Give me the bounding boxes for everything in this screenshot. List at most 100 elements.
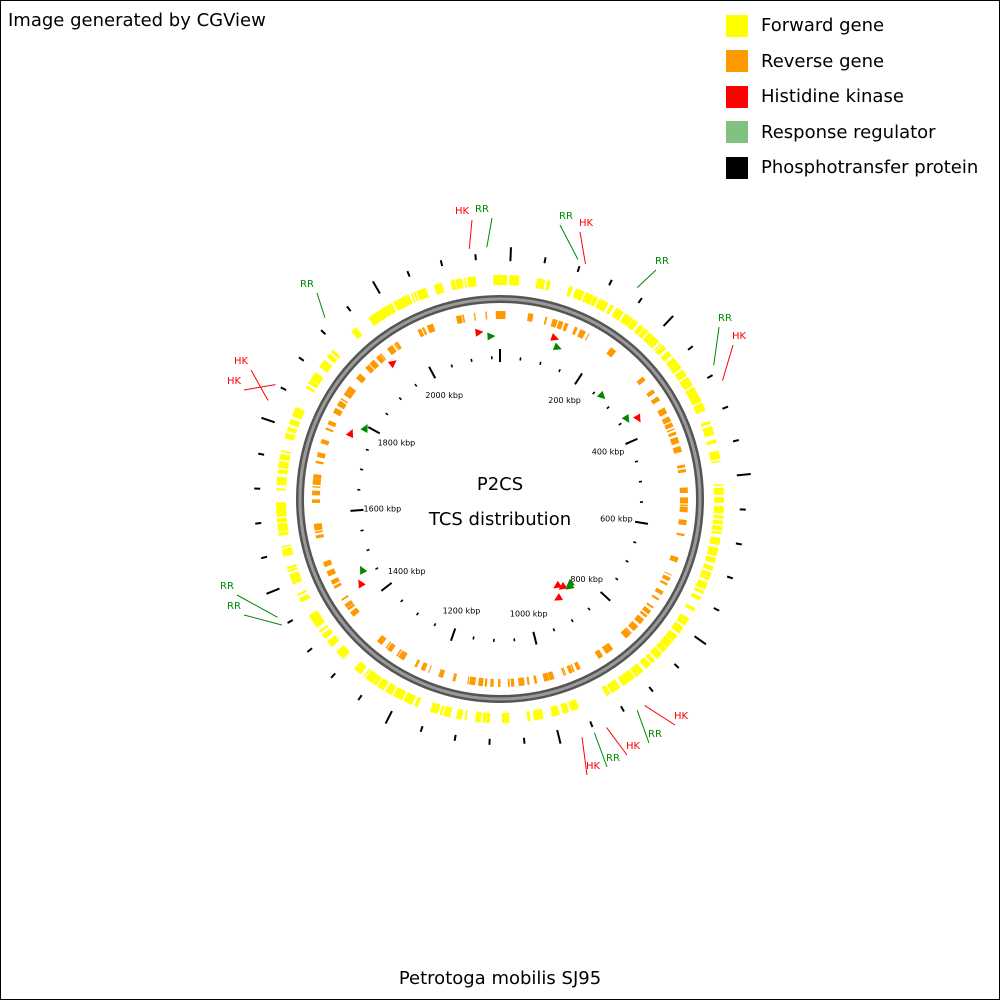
tcs-marker-track: [345, 328, 641, 601]
forward-gene-segment: [679, 376, 693, 391]
forward-gene-segment: [455, 278, 464, 290]
forward-gene-segment: [582, 292, 594, 305]
forward-gene-segment: [572, 288, 585, 301]
forward-gene-segment: [659, 635, 673, 649]
forward-gene-segment: [642, 332, 657, 346]
forward-gene-segment: [439, 705, 445, 716]
reverse-gene-segment: [455, 315, 463, 325]
forward-gene-segment: [336, 644, 351, 659]
reverse-gene-segment: [394, 341, 402, 350]
reverse-gene-segment: [333, 582, 342, 589]
forward-gene-segment: [330, 349, 341, 359]
scale-minor-tick: [634, 460, 639, 463]
callout-label-rr: RR: [559, 211, 573, 222]
forward-gene-segment: [277, 469, 288, 475]
legend-item-histidine-kinase: Histidine kinase: [726, 79, 978, 115]
reverse-gene-track: [312, 310, 689, 687]
reverse-gene-segment: [312, 478, 322, 486]
forward-gene-segment: [365, 670, 379, 684]
forward-gene-segment: [286, 564, 297, 570]
legend-swatch-forward-gene: [726, 14, 748, 37]
legend-item-forward-gene: Forward gene: [726, 8, 978, 44]
callout-label-hk: HK: [234, 356, 249, 367]
response-regulator-marker: [621, 414, 630, 423]
reverse-gene-segment: [399, 651, 408, 661]
forward-gene-segment: [433, 282, 445, 295]
forward-gene-segment: [400, 294, 413, 308]
forward-gene-segment: [368, 313, 381, 327]
reverse-gene-segment: [398, 650, 404, 658]
scale-minor-tick: [400, 599, 404, 603]
forward-gene-segment: [545, 280, 551, 291]
outer-marker: [280, 386, 287, 392]
reverse-gene-segment: [327, 420, 337, 428]
outer-marker: [662, 315, 674, 327]
reverse-gene-segment: [556, 320, 564, 330]
callout-line: [722, 344, 734, 381]
scale-minor-tick: [415, 612, 420, 616]
reverse-gene-segment: [417, 328, 425, 338]
forward-gene-segment: [535, 278, 546, 290]
reverse-gene-segment: [666, 428, 675, 433]
forward-gene-segment: [704, 555, 717, 564]
forward-gene-segment: [638, 328, 649, 339]
scale-major-tick: [380, 582, 393, 592]
forward-gene-segment: [385, 682, 397, 696]
forward-gene-segment: [550, 705, 561, 717]
reverse-gene-segment: [421, 327, 428, 336]
forward-gene-segment: [377, 677, 389, 691]
callout-label-rr: RR: [606, 753, 620, 764]
reverse-gene-segment: [386, 345, 397, 356]
forward-gene-segment: [308, 379, 319, 389]
scale-major-tick: [634, 520, 649, 525]
forward-gene-segment: [695, 578, 708, 590]
callout-line: [559, 224, 579, 260]
forward-gene-segment: [560, 702, 570, 714]
forward-gene-segment: [351, 327, 363, 340]
reverse-gene-segment: [347, 603, 356, 611]
response-regulator-marker: [565, 581, 575, 590]
reverse-gene-segment: [518, 677, 525, 687]
forward-gene-segment: [416, 287, 429, 301]
forward-gene-segment: [706, 439, 717, 446]
legend-swatch-reverse-gene: [726, 50, 748, 73]
reverse-gene-segment: [570, 664, 575, 673]
forward-gene-segment: [649, 338, 660, 349]
outer-marker: [419, 725, 424, 733]
reverse-gene-segment: [577, 329, 586, 339]
forward-gene-segment: [700, 420, 711, 428]
outer-marker: [320, 329, 327, 336]
callout-line: [316, 292, 326, 318]
legend-label-reverse-gene: Reverse gene: [761, 50, 885, 72]
scale-minor-tick: [359, 468, 364, 471]
scale-tick-label: 800 kbp: [570, 575, 603, 584]
callout-label-hk: HK: [674, 711, 689, 722]
scale-minor-tick: [552, 628, 556, 632]
center-title: P2CS: [477, 474, 523, 495]
histidine-kinase-marker: [358, 579, 366, 589]
reverse-gene-segment: [664, 422, 674, 430]
outer-marker: [687, 345, 694, 351]
callout-line: [250, 369, 269, 401]
reverse-gene-segment: [620, 628, 631, 639]
forward-gene-segment: [669, 362, 682, 374]
outer-marker: [371, 280, 381, 295]
outer-marker: [384, 710, 393, 724]
outer-marker: [474, 254, 477, 261]
callout-label-rr: RR: [648, 729, 662, 740]
reverse-gene-segment: [668, 431, 677, 438]
scale-tick-label: 1000 kbp: [510, 609, 548, 618]
reverse-gene-segment: [316, 451, 326, 459]
histidine-kinase-marker: [387, 360, 397, 369]
reverse-gene-segment: [414, 659, 421, 668]
reverse-gene-segment: [322, 559, 333, 568]
reverse-gene-segment: [527, 313, 534, 322]
histidine-kinase-marker: [553, 580, 563, 589]
forward-gene-segment: [671, 621, 684, 634]
forward-gene-segment: [321, 628, 333, 640]
callout-label-rr: RR: [655, 256, 669, 267]
response-regulator-marker: [552, 342, 562, 351]
reverse-gene-segment: [606, 347, 617, 358]
outer-marker: [255, 522, 262, 525]
outer-marker: [346, 305, 352, 312]
